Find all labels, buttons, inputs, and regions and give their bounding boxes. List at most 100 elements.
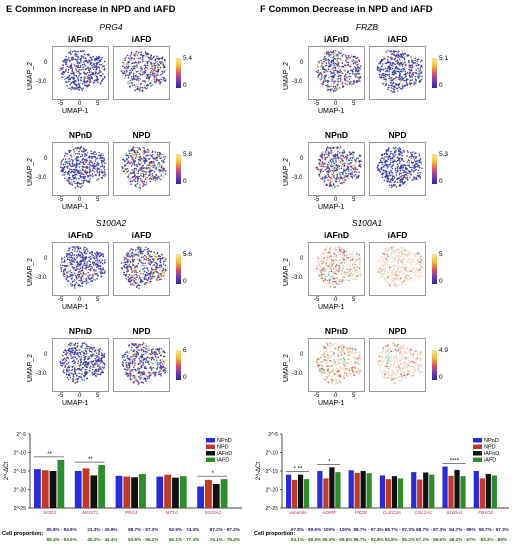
umap-cell-point: [338, 87, 341, 89]
umap-cell-point: [130, 71, 133, 73]
umap-cell-point: [100, 58, 102, 61]
umap-cell-point: [163, 161, 165, 164]
umap-cell-point: [148, 276, 150, 279]
umap-cell-point: [163, 69, 165, 72]
umap-cell-point: [91, 152, 94, 155]
umap-cell-point: [75, 276, 78, 278]
umap-cell-point: [129, 362, 132, 364]
umap-cell-point: [86, 362, 88, 364]
umap-cell-point: [140, 59, 142, 61]
umap-cell-point: [123, 271, 125, 274]
umap-cell-point: [332, 59, 335, 61]
umap-cell-point: [133, 361, 136, 363]
umap-cell-point: [71, 58, 74, 61]
umap-cell-point: [130, 355, 132, 358]
umap-cell-point: [333, 169, 336, 172]
umap-cell-point: [84, 54, 87, 56]
umap-cell-point: [142, 59, 144, 61]
umap-cell-point: [96, 61, 99, 64]
umap-cell-point: [344, 69, 346, 71]
umap-cell-point: [96, 274, 99, 276]
umap-cell-point: [73, 81, 76, 83]
umap-cell-point: [156, 353, 158, 356]
umap-cell-point: [334, 80, 337, 82]
umap-cell-point: [91, 351, 93, 353]
umap-cell-point: [165, 359, 167, 362]
umap-cell-point: [325, 65, 327, 67]
umap-cell-point: [75, 161, 78, 163]
umap-cell-point: [335, 54, 337, 57]
umap-cell-point: [70, 271, 73, 274]
x-tick-label: -5: [58, 101, 64, 107]
umap-cell-point: [65, 55, 67, 58]
umap-cell-point: [336, 175, 339, 177]
umap-cell-point: [332, 51, 334, 54]
umap-cell-point: [144, 367, 146, 370]
umap-cell-point: [346, 77, 348, 80]
umap-cell-point: [92, 366, 94, 368]
umap-cell-point: [99, 348, 101, 350]
umap-cell-point: [320, 169, 323, 171]
umap-plot: [52, 338, 109, 392]
umap-cell-point: [144, 51, 147, 53]
umap-cell-point: [150, 361, 152, 364]
umap-cell-point: [101, 161, 103, 163]
umap-cell-point: [324, 151, 327, 153]
umap-cell-point: [147, 73, 150, 76]
umap-cell-point: [410, 157, 413, 159]
umap-cell-point: [96, 356, 98, 359]
umap-cell-point: [92, 254, 94, 257]
umap-cell-point: [411, 153, 413, 156]
x-tick-label: -5: [314, 101, 320, 107]
umap-cell-point: [343, 156, 345, 159]
umap-cell-point: [131, 56, 133, 59]
umap-cell-point: [146, 164, 148, 167]
umap-cell-point: [74, 246, 76, 248]
umap-cell-point: [83, 280, 85, 283]
umap-cell-point: [403, 59, 406, 61]
umap-cell-point: [80, 262, 82, 265]
umap-cell-point: [348, 83, 351, 85]
umap-cell-point: [388, 84, 390, 86]
umap-cell-point: [70, 156, 73, 158]
umap-cell-point: [73, 272, 76, 275]
umap-cell-point: [67, 69, 70, 71]
umap-cell-point: [336, 174, 338, 176]
umap-cell-point: [322, 165, 324, 168]
umap-cell-point: [70, 350, 73, 352]
umap-cell-point: [73, 279, 76, 281]
umap-cell-point: [324, 59, 327, 62]
umap-cell-point: [406, 161, 409, 163]
umap-cell-point: [68, 176, 70, 179]
umap-cell-point: [66, 376, 69, 379]
colorbar-min-label: 0: [183, 178, 187, 185]
umap-cell-point: [86, 80, 89, 82]
x-axis-label: UMAP-1: [62, 304, 89, 311]
umap-cell-point: [159, 266, 162, 268]
umap-cell-point: [400, 68, 403, 71]
umap-cell-point: [96, 365, 99, 368]
umap-cell-point: [77, 55, 79, 58]
umap-cell-point: [154, 157, 157, 160]
umap-cell-point: [69, 344, 71, 347]
umap-cell-point: [138, 349, 141, 352]
umap-cell-point: [415, 78, 417, 81]
umap-cell-point: [137, 376, 140, 378]
umap-cell-point: [68, 178, 71, 180]
umap-cell-point: [94, 273, 97, 275]
umap-cell-point: [145, 77, 148, 79]
umap-cell-point: [146, 163, 149, 166]
umap-cell-point: [336, 81, 339, 83]
umap-cell-point: [415, 83, 417, 85]
umap-cell-point: [83, 71, 85, 74]
umap-cell-point: [96, 261, 99, 263]
umap-cell-point: [325, 74, 328, 77]
umap-cell-point: [101, 271, 104, 274]
umap-cell-point: [409, 69, 412, 72]
umap-cell-point: [128, 60, 130, 63]
umap-cell-point: [85, 166, 87, 169]
umap-cell-point: [81, 176, 83, 178]
umap-cell-point: [135, 374, 137, 377]
umap-cell-point: [157, 275, 160, 277]
umap-cell-point: [62, 158, 65, 161]
